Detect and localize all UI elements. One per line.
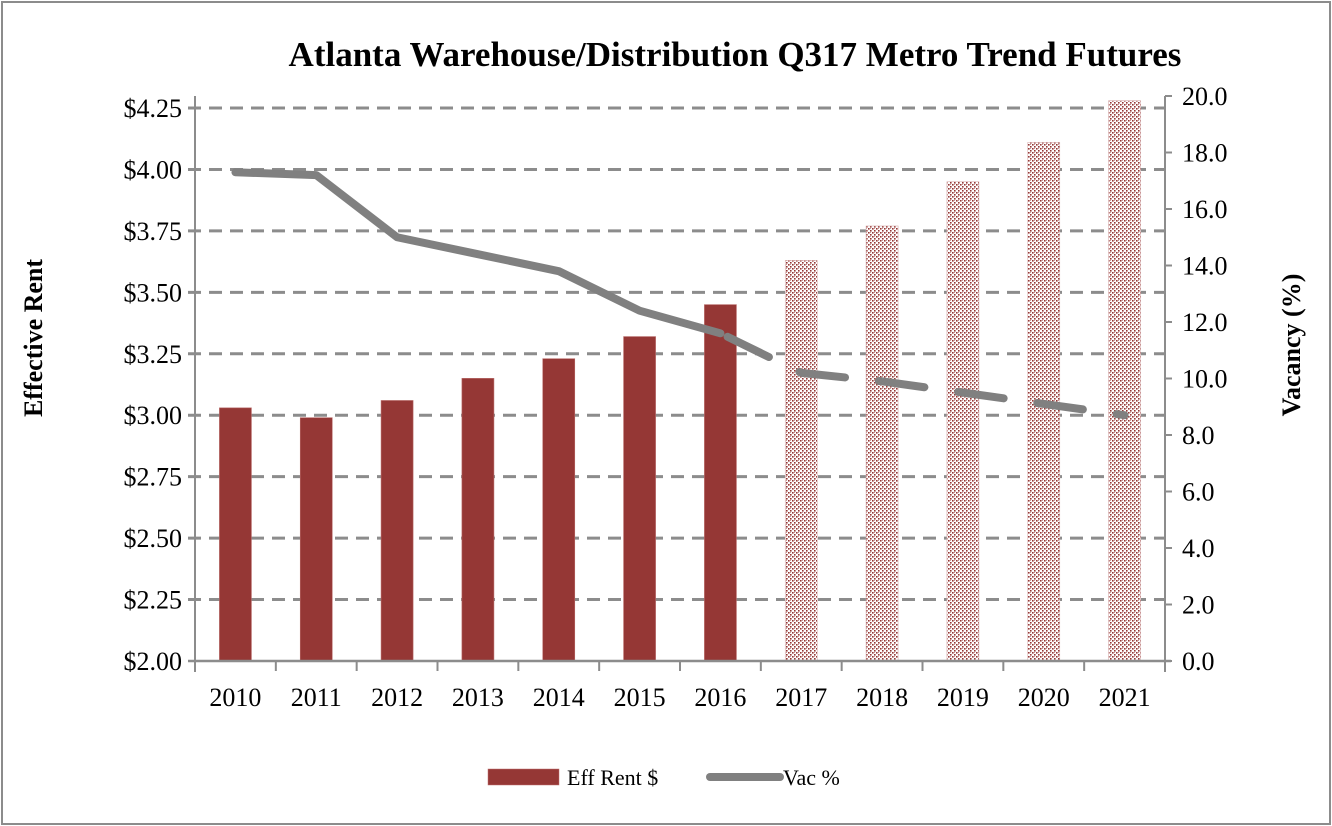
axes — [188, 96, 1171, 672]
y2-tick-label: 18.0 — [1182, 139, 1228, 168]
y-tick-label: $3.75 — [124, 217, 183, 246]
y-tick-label: $2.25 — [124, 586, 183, 615]
legend-label-eff-rent: Eff Rent $ — [567, 765, 658, 790]
y-tick-label: $2.50 — [124, 524, 183, 553]
x-tick-label: 2010 — [209, 683, 261, 712]
y-axis-left-ticks: $2.00 $2.25 $2.50 $2.75 $3.00 $3.25 $3.50 $3.75… — [124, 94, 183, 676]
bar-forecast — [946, 181, 980, 662]
bars-eff-rent — [219, 100, 1141, 662]
x-tick-label: 2015 — [614, 683, 666, 712]
y2-tick-label: 12.0 — [1182, 308, 1228, 337]
x-tick-label: 2021 — [1099, 683, 1151, 712]
legend-label-vacancy: Vac % — [783, 765, 840, 790]
bar-forecast — [1108, 100, 1141, 662]
bar — [380, 400, 414, 662]
y-axis-right-ticks: 0.0 2.0 4.0 6.0 8.0 10.0 12.0 14.0 16.0 18.0 20.0 — [1165, 82, 1228, 676]
x-tick-label: 2020 — [1018, 683, 1070, 712]
bar — [704, 304, 737, 662]
y-tick-label: $2.00 — [124, 647, 183, 676]
bar — [299, 417, 333, 662]
y-axis-left-title: Effective Rent — [19, 259, 48, 417]
legend-item-eff-rent[interactable]: Eff Rent $ — [487, 765, 658, 790]
y2-tick-label: 0.0 — [1182, 647, 1215, 676]
bar-forecast — [784, 260, 818, 662]
y-tick-label: $3.00 — [124, 401, 183, 430]
line-vacancy — [231, 168, 1129, 420]
line-segment-forecast — [716, 329, 1129, 420]
line-segment-actual — [231, 168, 725, 338]
legend-item-vacancy[interactable]: Vac % — [706, 765, 840, 790]
legend: Eff Rent $ Vac % — [487, 765, 840, 790]
legend-swatch-bar — [487, 768, 560, 786]
y-tick-label: $2.75 — [124, 463, 183, 492]
bar-forecast — [865, 225, 899, 662]
y-tick-label: $4.25 — [124, 94, 183, 123]
y-axis-right-title: Vacancy (%) — [1277, 274, 1306, 417]
bar — [219, 407, 252, 662]
y2-tick-label: 14.0 — [1182, 252, 1228, 281]
y2-tick-label: 16.0 — [1182, 195, 1228, 224]
x-tick-label: 2019 — [937, 683, 989, 712]
x-tick-label: 2012 — [371, 683, 423, 712]
x-tick-label: 2016 — [694, 683, 746, 712]
x-tick-label: 2011 — [291, 683, 342, 712]
chart-title: Atlanta Warehouse/Distribution Q317 Metr… — [289, 35, 1182, 74]
y2-tick-label: 2.0 — [1182, 591, 1215, 620]
y2-tick-label: 4.0 — [1182, 534, 1215, 563]
y2-tick-label: 8.0 — [1182, 421, 1215, 450]
x-tick-label: 2018 — [856, 683, 908, 712]
y2-tick-label: 10.0 — [1182, 365, 1228, 394]
y2-tick-label: 6.0 — [1182, 478, 1215, 507]
y-tick-label: $3.25 — [124, 340, 183, 369]
y2-tick-label: 20.0 — [1182, 82, 1228, 111]
y-tick-label: $4.00 — [124, 155, 183, 184]
gridlines — [188, 106, 1165, 662]
bar — [623, 336, 656, 662]
x-axis-ticks: 2010 2011 2012 2013 2014 2015 2016 2017 2018 2019… — [209, 683, 1150, 712]
bar — [542, 358, 576, 662]
x-tick-label: 2017 — [775, 683, 827, 712]
bar — [461, 378, 495, 662]
x-tick-label: 2014 — [533, 683, 585, 712]
y-tick-label: $3.50 — [124, 278, 183, 307]
x-tick-label: 2013 — [452, 683, 504, 712]
